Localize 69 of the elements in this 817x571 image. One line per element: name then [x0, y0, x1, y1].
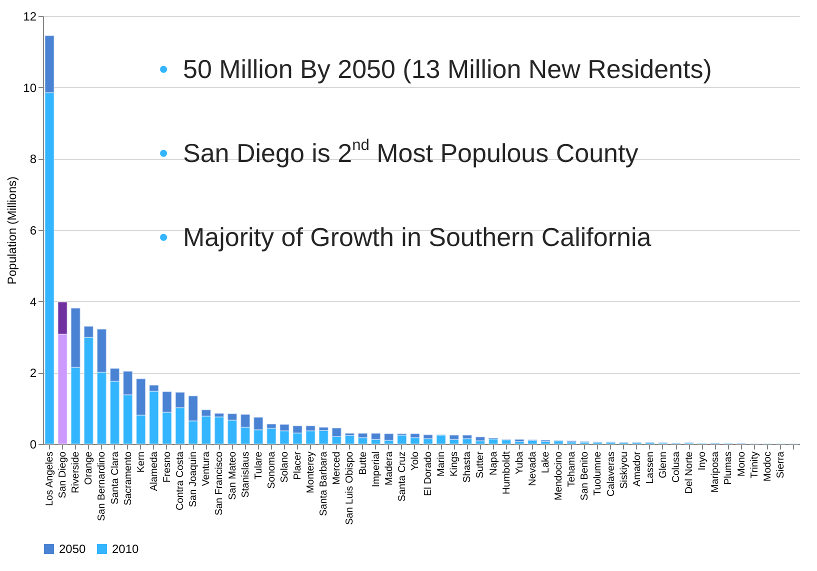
x-tick-label: Plumas	[723, 452, 734, 485]
x-tick-label: Tuolumne	[592, 451, 604, 496]
legend-label: 2050	[59, 542, 86, 556]
x-tick-label: Del Norte	[684, 451, 696, 494]
y-tick-label: 6	[30, 224, 37, 238]
x-tick-label: Tulare	[253, 451, 264, 480]
x-tick-label: Kings	[449, 452, 460, 477]
x-tick-label: Alameda	[148, 451, 160, 491]
x-tick-label: San Francisco	[214, 451, 226, 516]
x-tick-label: Lassen	[644, 452, 656, 484]
x-tick-label: Nevada	[527, 451, 538, 486]
x-tick-label: Sacramento	[122, 451, 134, 506]
x-tick-label: San Diego	[58, 451, 69, 498]
x-tick-label: Santa Cruz	[396, 452, 408, 502]
x-tick-label: Placer	[292, 450, 304, 480]
x-tick-label: Mono	[736, 451, 748, 477]
x-tick-label: Orange	[84, 451, 95, 485]
x-tick-label: Madera	[384, 451, 395, 486]
x-tick-label: Butte	[358, 451, 369, 475]
x-tick-label: Sutter	[475, 450, 486, 478]
x-tick-label: Humboldt	[501, 451, 512, 494]
x-tick-label: Contra Costa	[175, 451, 186, 510]
x-tick-label: Kern	[136, 452, 147, 473]
y-tick-label: 10	[23, 80, 37, 95]
x-tick-label: Mariposa	[710, 451, 722, 493]
x-tick-label: Calaveras	[606, 452, 617, 497]
y-tick-label: 0	[30, 438, 37, 452]
x-tick-label: Trinity	[749, 452, 760, 478]
y-tick-label: 4	[30, 294, 37, 309]
x-tick-label: San Joaquin	[188, 452, 200, 508]
x-tick-label: Siskiyou	[618, 452, 630, 489]
x-tick-label: Glenn	[658, 452, 669, 478]
x-tick-label: Riverside	[70, 451, 82, 494]
x-tick-label: Lake	[540, 451, 552, 474]
y-axis-title: Population (Millions)	[5, 176, 20, 285]
x-tick-label: Monterey	[306, 452, 317, 494]
x-tick-label: Amador	[632, 450, 643, 487]
x-tick-label: Napa	[488, 451, 500, 476]
x-tick-label: Modoc	[762, 452, 774, 482]
x-tick-label: Stanislaus	[240, 452, 252, 498]
x-tick-label: San Luis Obispo	[344, 451, 356, 525]
x-tick-label: Ventura	[201, 451, 212, 486]
y-tick-label: 8	[30, 152, 37, 166]
x-tick-label: Inyo	[697, 451, 708, 470]
legend-label: 2010	[112, 542, 140, 556]
annotation: • Majority of Growth in Southern California	[159, 222, 652, 252]
x-tick-label: Yolo	[410, 451, 421, 471]
y-tick-label: 2	[30, 366, 37, 380]
x-tick-label: Santa Barbara	[318, 451, 330, 516]
x-tick-label: Solano	[279, 451, 290, 483]
x-tick-label: San Benito	[580, 451, 591, 500]
x-tick-label: Yuba	[514, 451, 526, 474]
x-tick-label: Fresno	[162, 451, 173, 483]
x-tick-label: Shasta	[462, 451, 474, 483]
x-tick-label: Santa Clara	[110, 451, 121, 504]
x-tick-label: Marin	[436, 452, 448, 477]
x-tick-label: Merced	[332, 452, 343, 485]
y-tick-label: 12	[23, 10, 37, 24]
x-tick-label: Los Angeles	[44, 452, 56, 506]
x-tick-label: Sonoma	[266, 451, 278, 489]
x-tick-label: El Dorado	[423, 451, 434, 496]
x-tick-label: Sierra	[775, 451, 786, 478]
x-tick-label: Mendocino	[554, 451, 565, 500]
x-tick-label: San Bernardino	[96, 451, 108, 521]
annotation: • 50 Million By 2050 (13 Million New Residents)	[159, 54, 712, 84]
x-tick-label: Imperial	[370, 452, 382, 488]
x-tick-label: San Mateo	[227, 451, 238, 500]
x-tick-label: Colusa	[671, 451, 682, 483]
x-tick-label: Tehama	[566, 451, 578, 488]
